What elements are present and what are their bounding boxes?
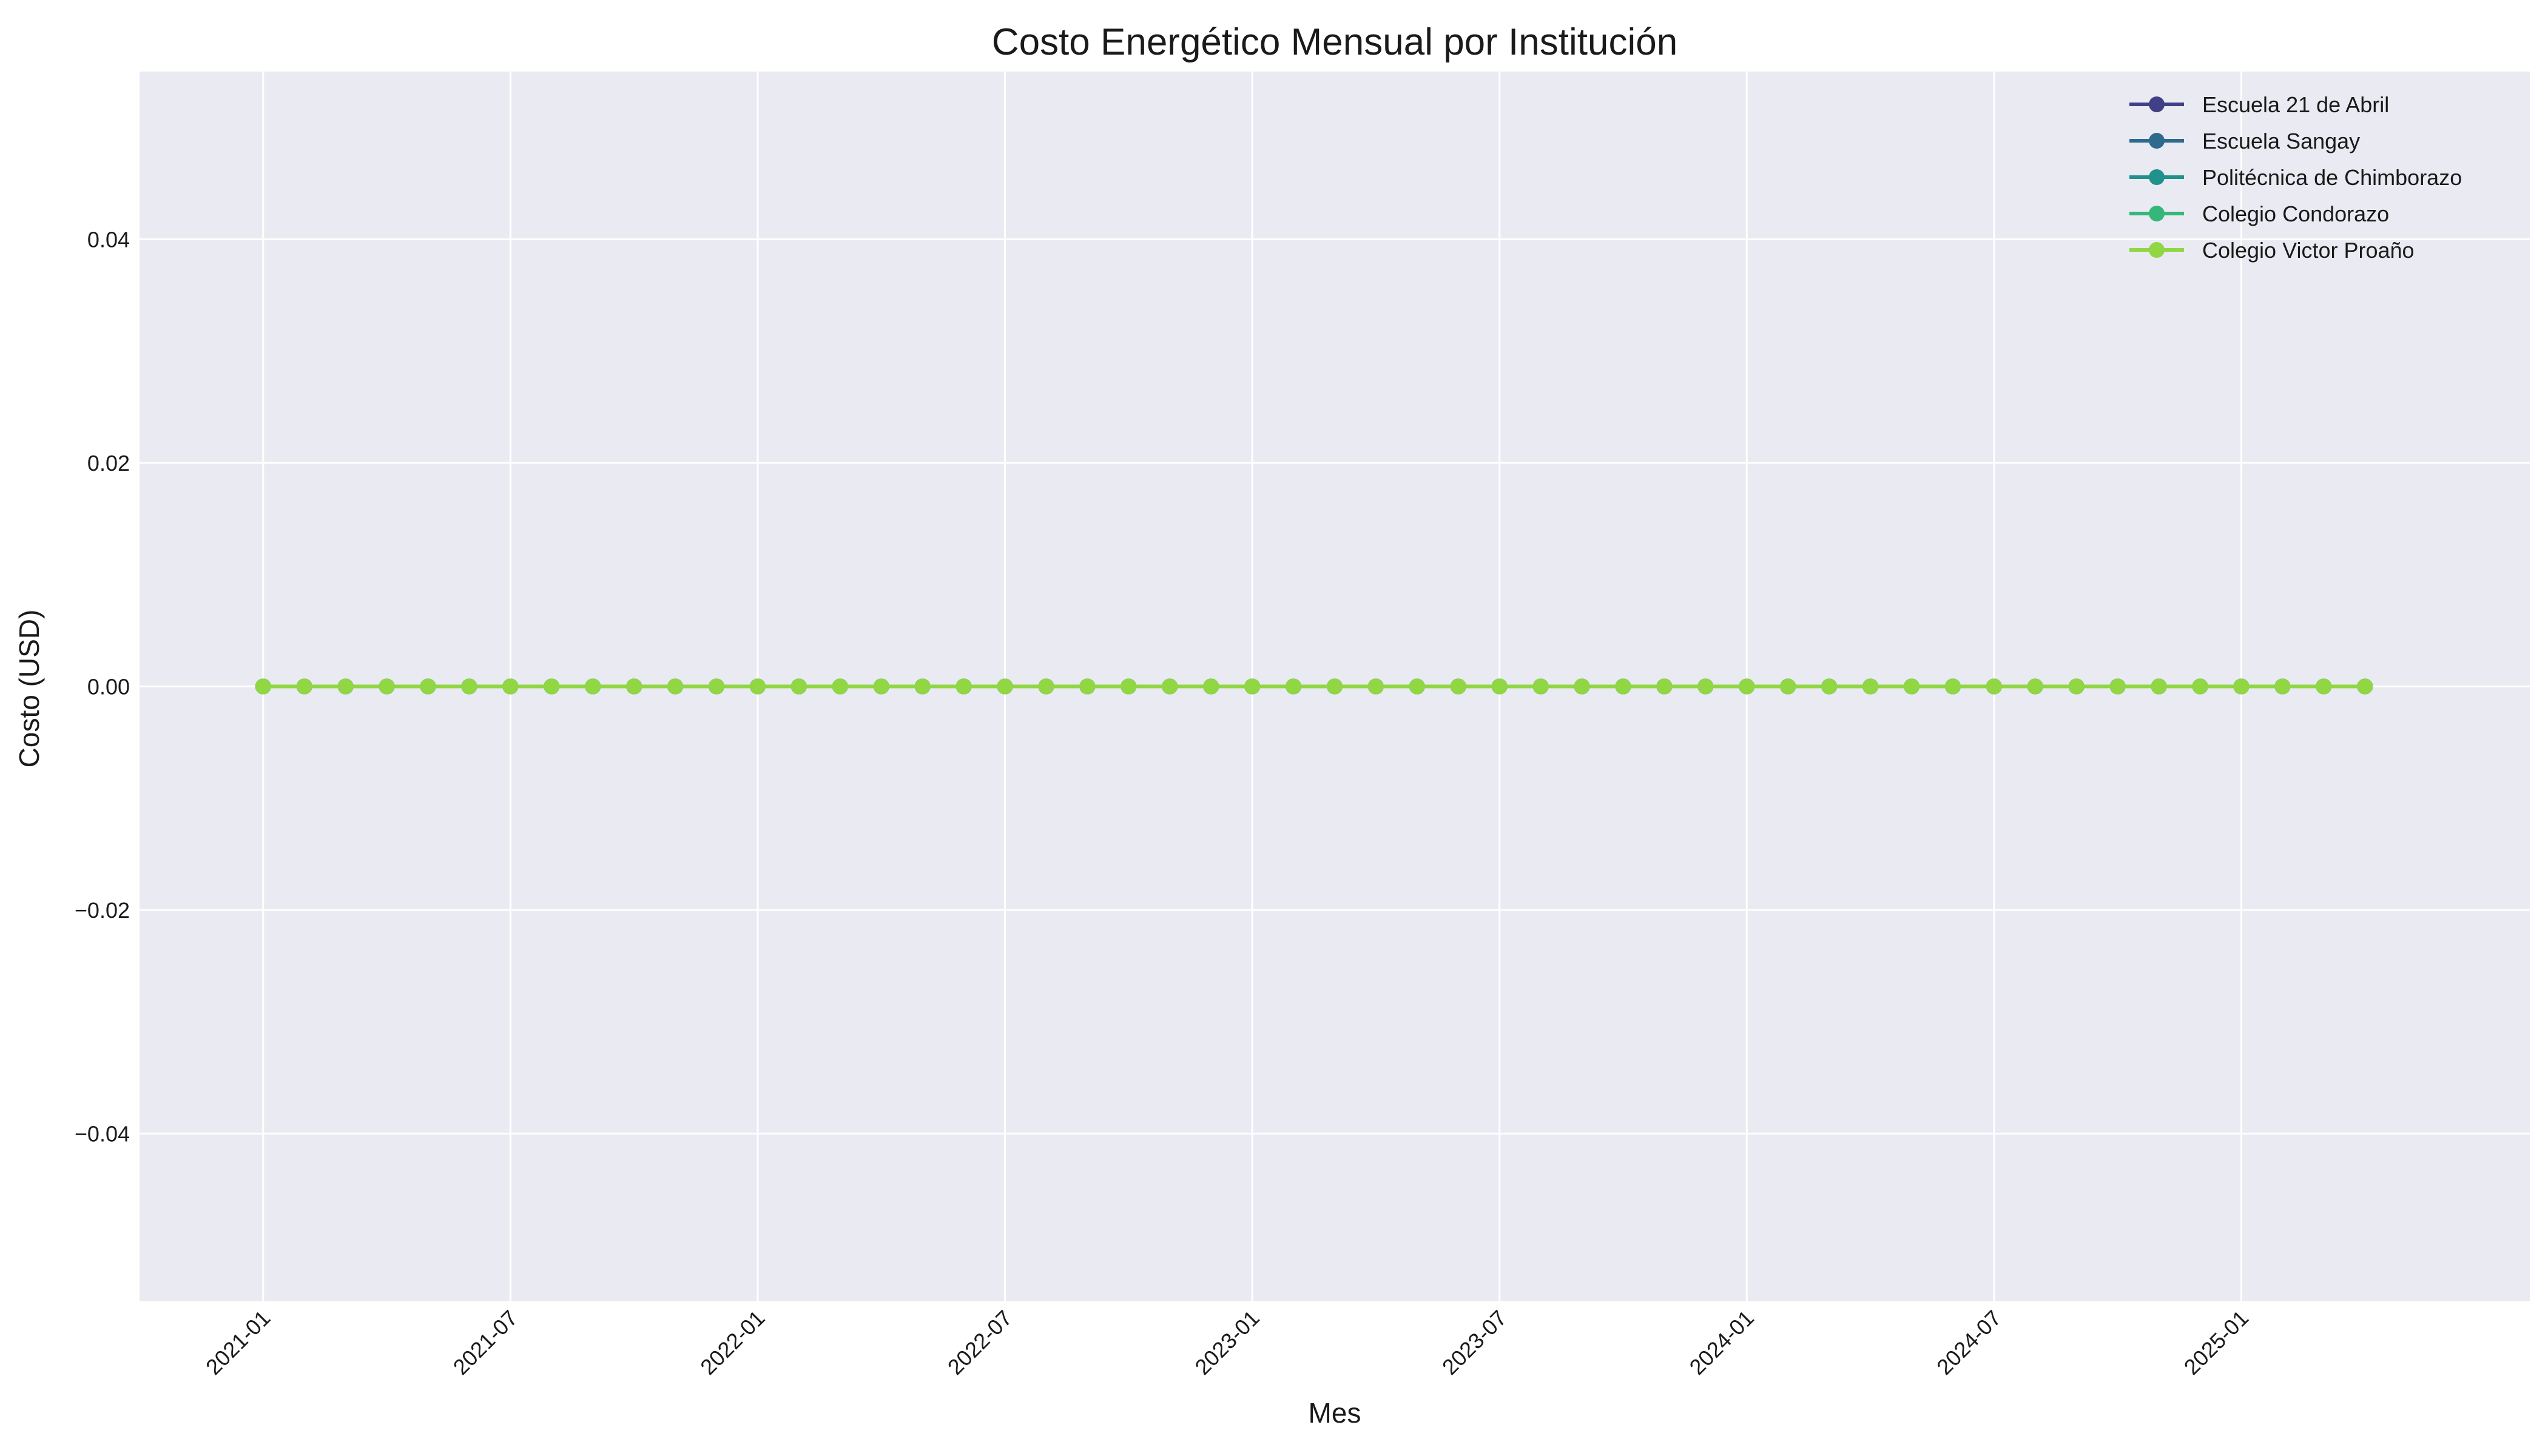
y-tick-label: 0.00 — [87, 675, 130, 699]
data-point — [1697, 678, 1714, 695]
data-point — [1615, 678, 1631, 695]
data-point — [1904, 678, 1920, 695]
data-point — [997, 678, 1013, 695]
data-point — [1739, 678, 1755, 695]
legend-label: Escuela 21 de Abril — [2202, 92, 2389, 117]
data-point — [1532, 678, 1549, 695]
legend-item: Colegio Condorazo — [2129, 201, 2389, 226]
legend-item: Escuela 21 de Abril — [2129, 92, 2389, 117]
data-point — [873, 678, 889, 695]
data-point — [255, 678, 271, 695]
data-point — [1038, 678, 1054, 695]
y-tick-label: 0.02 — [87, 451, 130, 476]
data-point — [1862, 678, 1879, 695]
legend-label: Colegio Victor Proaño — [2202, 238, 2415, 263]
y-axis-label: Costo (USD) — [13, 610, 45, 768]
data-point — [709, 678, 725, 695]
data-point — [1079, 678, 1096, 695]
data-point — [2151, 678, 2167, 695]
data-point — [420, 678, 436, 695]
legend: Escuela 21 de Abril Escuela Sangay Politéc… — [2129, 92, 2462, 263]
data-point — [544, 678, 560, 695]
data-point — [832, 678, 848, 695]
legend-item: Politécnica de Chimborazo — [2129, 165, 2462, 190]
data-point — [1327, 678, 1343, 695]
data-point — [2192, 678, 2208, 695]
data-point — [1409, 678, 1425, 695]
y-axis-ticks: −0.04 −0.02 0.00 0.02 0.04 — [75, 227, 130, 1146]
data-point — [1244, 678, 1261, 695]
data-point — [585, 678, 601, 695]
data-point — [502, 678, 519, 695]
series-colegio-victor-proa-o — [255, 678, 2373, 695]
y-tick-label: 0.04 — [87, 227, 130, 252]
legend-label: Colegio Condorazo — [2202, 201, 2389, 226]
legend-item: Escuela Sangay — [2129, 129, 2360, 153]
data-point — [2233, 678, 2250, 695]
legend-label: Politécnica de Chimborazo — [2202, 165, 2462, 190]
data-point — [1121, 678, 1137, 695]
data-point — [1162, 678, 1178, 695]
data-point — [2109, 678, 2126, 695]
legend-marker — [2149, 96, 2165, 112]
data-point — [667, 678, 684, 695]
data-point — [914, 678, 931, 695]
legend-marker — [2149, 169, 2165, 185]
data-point — [1780, 678, 1796, 695]
data-point — [1656, 678, 1673, 695]
data-point — [1574, 678, 1590, 695]
legend-marker — [2149, 133, 2165, 149]
data-point — [790, 678, 807, 695]
data-point — [1986, 678, 2002, 695]
legend-label: Escuela Sangay — [2202, 129, 2360, 153]
legend-item: Colegio Victor Proaño — [2129, 238, 2415, 263]
data-point — [626, 678, 642, 695]
chart-title: Costo Energético Mensual por Institución — [992, 21, 1677, 63]
data-point — [461, 678, 477, 695]
data-point — [1203, 678, 1219, 695]
series-lines — [255, 678, 2373, 695]
data-point — [337, 678, 354, 695]
data-point — [749, 678, 766, 695]
data-point — [1491, 678, 1508, 695]
data-point — [2357, 678, 2373, 695]
data-point — [1450, 678, 1466, 695]
data-point — [1286, 678, 1302, 695]
data-point — [296, 678, 312, 695]
data-point — [2316, 678, 2332, 695]
data-point — [379, 678, 395, 695]
x-axis-label: Mes — [1309, 1397, 1361, 1429]
data-point — [2027, 678, 2043, 695]
data-point — [2274, 678, 2291, 695]
data-point — [956, 678, 972, 695]
data-point — [1944, 678, 1961, 695]
y-tick-label: −0.02 — [75, 898, 130, 923]
data-point — [2068, 678, 2085, 695]
y-tick-label: −0.04 — [75, 1122, 130, 1147]
legend-marker — [2149, 206, 2165, 221]
data-point — [1367, 678, 1384, 695]
legend-marker — [2149, 242, 2165, 258]
data-point — [1821, 678, 1838, 695]
